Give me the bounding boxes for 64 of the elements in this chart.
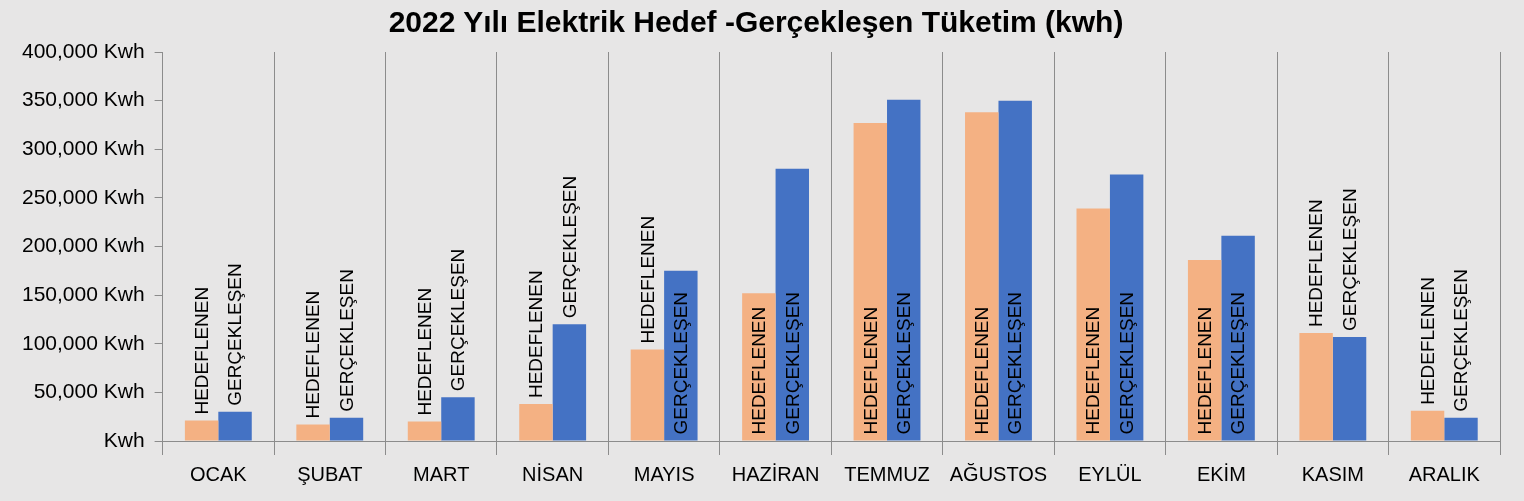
bar: [552, 324, 587, 441]
text: HEDEFLENEN: [190, 286, 212, 415]
bar: [1299, 333, 1333, 441]
bar: [441, 397, 475, 441]
text: HEDEFLENEN: [970, 306, 992, 435]
text: HEDEFLENEN: [413, 287, 435, 416]
x-tick-label: EYLÜL: [1078, 462, 1142, 485]
x-tick-label: NİSAN: [522, 462, 584, 485]
y-tick-label: Kwh: [103, 427, 145, 451]
text: HEDEFLENEN: [636, 215, 658, 344]
bar: [887, 99, 921, 441]
x-tick-label: ŞUBAT: [297, 462, 363, 485]
bar: [296, 424, 330, 441]
series-label: HEDEFLENEN: [859, 306, 881, 435]
x-tick-label: HAZİRAN: [731, 462, 820, 485]
text: GERÇEKLEŞEN: [1227, 291, 1249, 435]
bar: [1076, 208, 1110, 441]
y-tick-label: 150,000 Kwh: [21, 281, 145, 305]
x-tick-label: EKİM: [1196, 462, 1246, 485]
text: HEDEFLENEN: [525, 270, 547, 399]
text: GERÇEKLEŞEN: [670, 291, 692, 435]
text: GERÇEKLEŞEN: [1115, 291, 1137, 435]
y-tick-label: 400,000 Kwh: [21, 38, 145, 62]
bar: [998, 100, 1032, 441]
y-tick-label: 300,000 Kwh: [21, 136, 145, 160]
x-tick-label: AĞUSTOS: [949, 462, 1048, 485]
y-tick-label: 50,000 Kwh: [33, 379, 145, 403]
x-tick-label: MART: [413, 462, 470, 485]
text: GERÇEKLEŞEN: [558, 175, 580, 319]
x-tick-label: KASIM: [1301, 462, 1364, 485]
bar: [329, 417, 364, 441]
bar: [1410, 410, 1445, 441]
text: GERÇEKLEŞEN: [1338, 188, 1360, 331]
x-tick-label: ARALIK: [1408, 462, 1481, 485]
text: HEDEFLENEN: [1193, 306, 1215, 435]
y-tick-label: 200,000 Kwh: [21, 233, 145, 257]
text: GERÇEKLEŞEN: [1450, 269, 1472, 412]
y-tick-label: 250,000 Kwh: [21, 184, 145, 208]
text: HEDEFLENEN: [1082, 306, 1104, 435]
text: GERÇEKLEŞEN: [1004, 291, 1026, 435]
text: HEDEFLENEN: [748, 306, 770, 435]
text: GERÇEKLEŞEN: [335, 269, 357, 412]
chart-title: 2022 Yılı Elektrik Hedef -Gerçekleşen Tüketim (kwh): [388, 5, 1124, 39]
text: HEDEFLENEN: [1305, 199, 1327, 328]
bar: [630, 349, 665, 441]
bar: [519, 404, 553, 441]
bar: [184, 420, 219, 441]
bar: [407, 421, 442, 441]
y-tick-label: 100,000 Kwh: [21, 330, 145, 354]
text: GERÇEKLEŞEN: [892, 291, 914, 435]
y-tick-label: 350,000 Kwh: [21, 87, 145, 111]
text: HEDEFLENEN: [1416, 277, 1438, 405]
x-tick-label: OCAK: [189, 462, 248, 485]
x-tick-label: MAYIS: [633, 462, 695, 485]
bar: [218, 411, 252, 441]
bar: [853, 122, 888, 441]
x-tick-label: TEMMUZ: [844, 462, 930, 485]
text: GERÇEKLEŞEN: [447, 248, 469, 392]
bar: [1444, 417, 1478, 441]
bar: [965, 112, 999, 441]
text: GERÇEKLEŞEN: [224, 263, 246, 406]
series-label: GERÇEKLEŞEN: [781, 291, 803, 435]
text: HEDEFLENEN: [302, 290, 324, 419]
bar: [1332, 336, 1367, 441]
